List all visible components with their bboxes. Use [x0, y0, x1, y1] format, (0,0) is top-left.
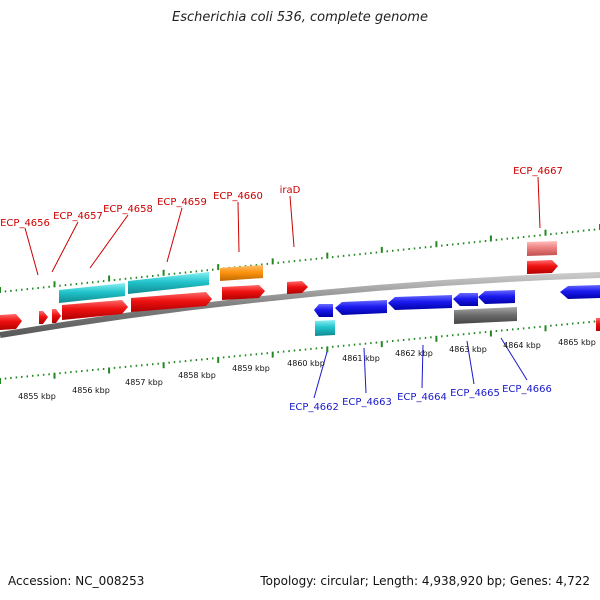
forward-cds-features [59, 241, 557, 303]
gene-arrow[interactable] [560, 285, 600, 299]
gene-arrow[interactable] [335, 300, 387, 315]
gene-arrow[interactable] [39, 311, 48, 324]
gene-label[interactable]: ECP_4656 [0, 218, 50, 229]
map-title: Escherichia coli 536, complete genome [172, 10, 428, 25]
cds-bar[interactable] [128, 272, 209, 294]
gene-arrow[interactable] [453, 293, 478, 306]
gene-label[interactable]: iraD [280, 185, 301, 196]
forward-scale-ticks [0, 224, 600, 293]
cds-bar[interactable] [220, 265, 263, 281]
cds-bar[interactable] [527, 241, 557, 256]
reverse-genes [314, 285, 600, 317]
scale-label: 4856 kbp [72, 386, 110, 395]
gene-label[interactable]: ECP_4657 [53, 211, 103, 222]
scale-label: 4858 kbp [178, 371, 216, 380]
reverse-cds-features [315, 307, 600, 336]
forward-label-leaders [24, 176, 541, 276]
gene-arrow[interactable] [131, 292, 212, 312]
scale-label: 4859 kbp [232, 364, 270, 373]
scale-labels: 4855 kbp 4856 kbp 4857 kbp 4858 kbp 4859… [18, 338, 596, 401]
gene-arrow[interactable] [52, 309, 61, 323]
forward-genes [0, 260, 558, 330]
scale-label: 4857 kbp [125, 378, 163, 387]
scale-label: 4862 kbp [395, 349, 433, 358]
cds-bar[interactable] [315, 320, 335, 336]
gene-arrow[interactable] [287, 281, 308, 294]
scale-label: 4865 kbp [558, 338, 596, 347]
gene-label[interactable]: ECP_4665 [450, 388, 500, 399]
gene-label[interactable]: ECP_4659 [157, 197, 207, 208]
reverse-scale-ticks [0, 320, 600, 384]
gene-label[interactable]: ECP_4664 [397, 392, 447, 403]
gene-label[interactable]: ECP_4662 [289, 402, 339, 413]
scale-label: 4855 kbp [18, 392, 56, 401]
gene-arrow[interactable] [527, 260, 558, 274]
reverse-gene-labels: ECP_4662 ECP_4663 ECP_4664 ECP_4665 ECP_… [289, 384, 552, 413]
gene-arrow[interactable] [62, 300, 128, 320]
gene-arrow[interactable] [0, 314, 22, 330]
forward-gene-labels: ECP_4656 ECP_4657 ECP_4658 ECP_4659 ECP_… [0, 166, 563, 229]
reverse-label-leaders [313, 337, 528, 399]
genome-backbone [0, 272, 600, 338]
cds-bar[interactable] [59, 283, 125, 303]
gene-arrow[interactable] [222, 285, 265, 300]
scale-label: 4860 kbp [287, 359, 325, 368]
cds-bar[interactable] [454, 307, 517, 324]
scale-label: 4864 kbp [503, 341, 541, 350]
accession-text: Accession: NC_008253 [8, 574, 145, 588]
gene-label[interactable]: ECP_4660 [213, 191, 263, 202]
gene-arrow[interactable] [388, 295, 452, 310]
gene-arrow[interactable] [478, 290, 515, 304]
gene-label[interactable]: ECP_4667 [513, 166, 563, 177]
gene-label[interactable]: ECP_4658 [103, 204, 153, 215]
gene-arrow[interactable] [314, 304, 333, 317]
gene-label[interactable]: ECP_4663 [342, 397, 392, 408]
scale-label: 4861 kbp [342, 354, 380, 363]
cds-bar[interactable] [596, 318, 600, 331]
gene-label[interactable]: ECP_4666 [502, 384, 552, 395]
scale-label: 4863 kbp [449, 345, 487, 354]
genome-summary-text: Topology: circular; Length: 4,938,920 bp… [260, 574, 590, 588]
